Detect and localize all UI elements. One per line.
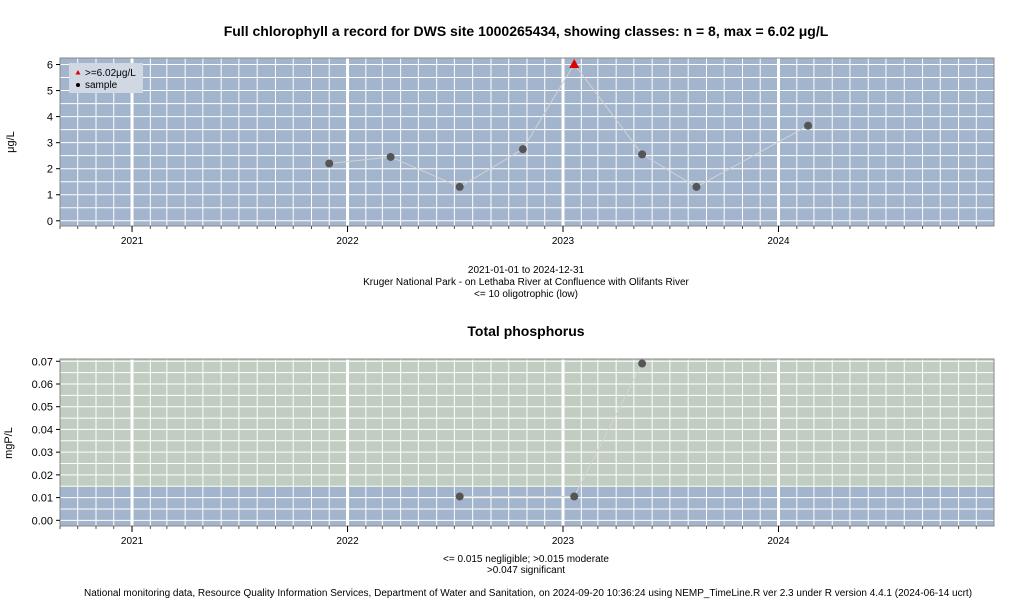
chlorophyll-chart: Full chlorophyll a record for DWS site 1…: [5, 23, 995, 300]
x-tick-label: 2024: [767, 536, 790, 547]
data-point: [804, 121, 813, 130]
y-tick-label: 2: [47, 164, 53, 176]
x-tick-label: 2021: [121, 236, 144, 247]
legend-triangle-icon: [75, 70, 81, 75]
y-tick-label: 0.06: [32, 379, 53, 391]
footer-credit: National monitoring data, Resource Quali…: [84, 588, 972, 599]
data-point: [638, 150, 647, 159]
y-tick-label: 5: [47, 86, 53, 98]
chlorophyll-date-range: 2021-01-01 to 2024-12-31: [468, 265, 585, 276]
y-tick-label: 0.07: [32, 356, 53, 368]
chlorophyll-chart-title: Full chlorophyll a record for DWS site 1…: [224, 23, 829, 39]
data-point: [518, 145, 527, 154]
y-tick-label: 0.04: [32, 424, 53, 436]
data-point: [386, 152, 395, 161]
phosphorus-chart-title: Total phosphorus: [467, 323, 584, 339]
y-tick-label: 6: [47, 60, 53, 72]
legend-box: [69, 63, 143, 93]
chlorophyll-y-axis-label: μg/L: [5, 131, 17, 153]
y-tick-label: 3: [47, 138, 53, 150]
phosphorus-class-note-1: <= 0.015 negligible; >0.015 moderate: [443, 554, 609, 565]
data-point: [455, 492, 464, 501]
y-tick-label: 4: [47, 112, 53, 124]
data-point-flagged: [569, 58, 580, 68]
chlorophyll-class-note: <= 10 oligotrophic (low): [474, 289, 578, 300]
legend-label: sample: [85, 80, 118, 91]
y-tick-label: 0.03: [32, 447, 53, 459]
grid: [60, 359, 994, 526]
y-tick-label: 0: [47, 216, 53, 228]
phosphorus-y-axis-label: mgP/L: [3, 427, 15, 459]
y-tick-label: 0.00: [32, 515, 53, 527]
y-tick-label: 0.01: [32, 493, 53, 505]
x-tick-label: 2022: [336, 536, 359, 547]
data-point: [570, 492, 579, 501]
legend-dot-icon: [76, 83, 80, 87]
legend-label: >=6.02μg/L: [85, 68, 136, 79]
data-point: [455, 182, 464, 191]
data-point: [638, 359, 647, 368]
y-tick-label: 0.05: [32, 402, 53, 414]
x-tick-label: 2023: [552, 536, 575, 547]
series-line: [329, 63, 809, 188]
chlorophyll-site-name: Kruger National Park - on Lethaba River …: [363, 277, 689, 288]
phosphorus-class-note-2: >0.047 significant: [487, 565, 565, 576]
x-tick-label: 2022: [336, 236, 359, 247]
phosphorus-chart: Total phosphorus 0.00 0.01 0.02 0.03 0.04 0.0…: [3, 323, 995, 576]
data-point: [325, 159, 334, 168]
x-tick-label: 2021: [121, 536, 144, 547]
x-tick-label: 2023: [552, 236, 575, 247]
y-tick-label: 1: [47, 190, 53, 202]
data-point: [692, 182, 701, 191]
x-tick-label: 2024: [767, 236, 790, 247]
y-tick-label: 0.02: [32, 470, 53, 482]
